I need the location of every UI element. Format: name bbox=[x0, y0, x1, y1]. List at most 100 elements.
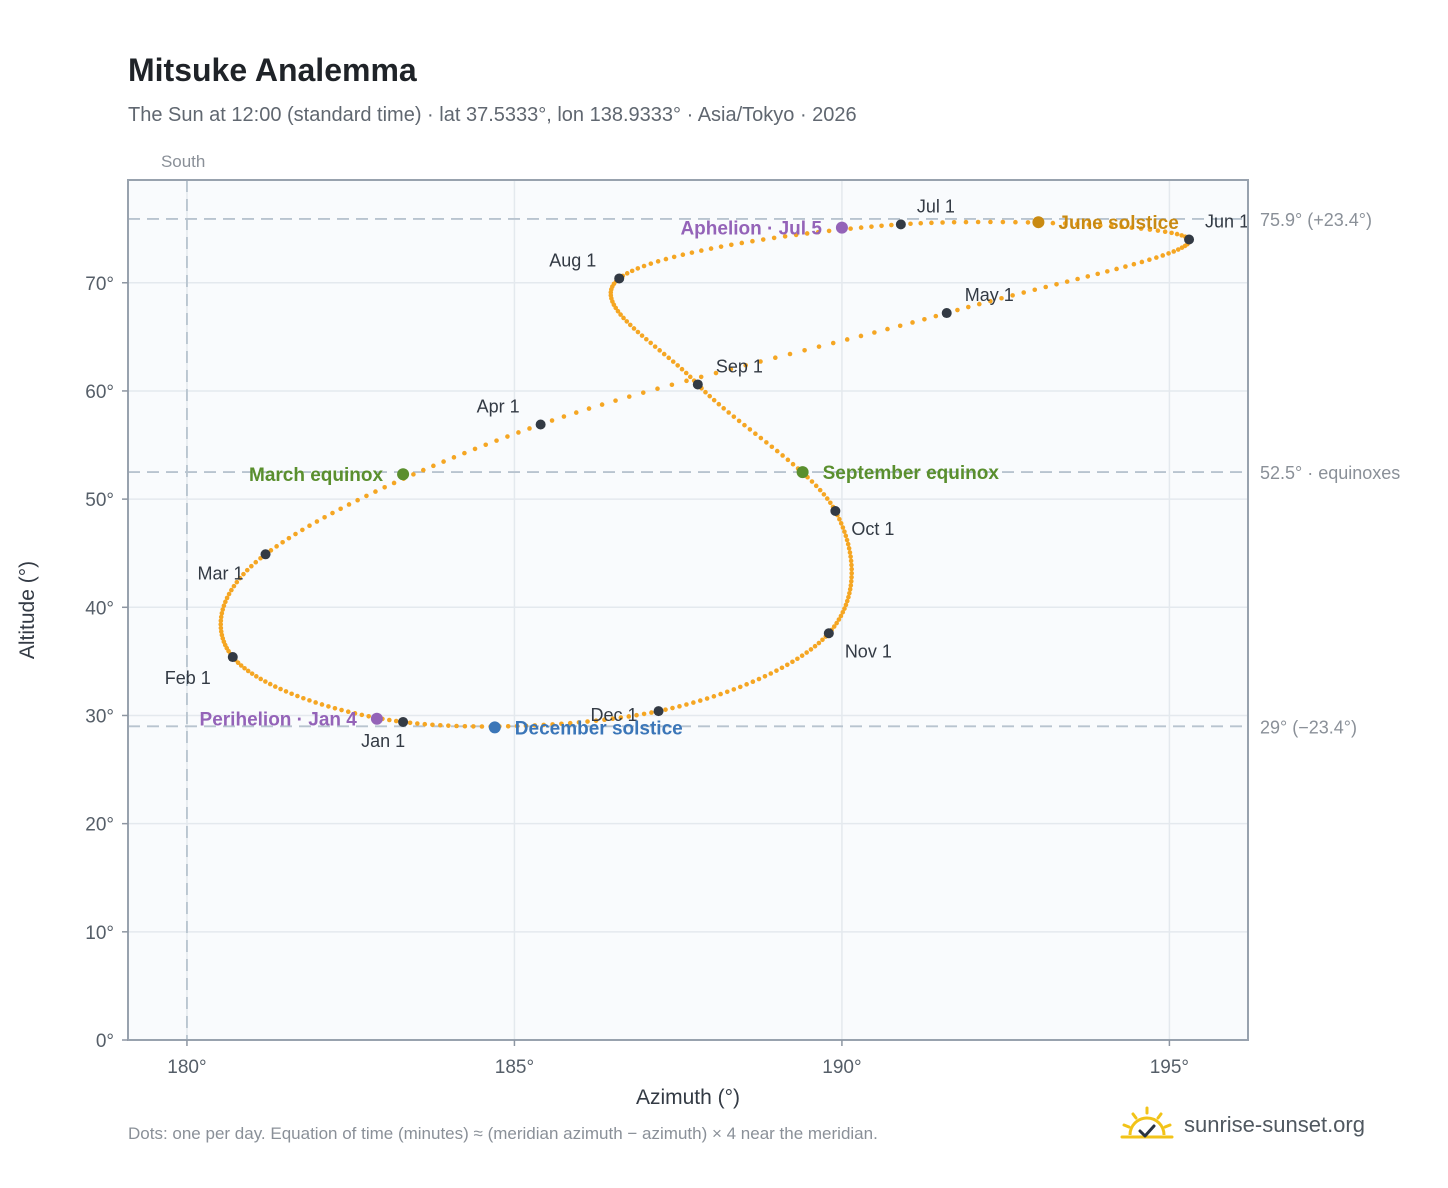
day-dot bbox=[613, 398, 618, 403]
day-dot bbox=[274, 544, 279, 549]
day-dot bbox=[683, 370, 689, 376]
day-dot bbox=[602, 717, 607, 723]
event-label: September equinox bbox=[823, 463, 1000, 484]
day-dot bbox=[339, 707, 344, 713]
day-dot bbox=[809, 479, 815, 484]
day-dot bbox=[454, 723, 459, 729]
day-dot bbox=[415, 721, 420, 726]
day-dot bbox=[729, 242, 734, 248]
day-dot bbox=[249, 563, 254, 569]
day-dot bbox=[843, 602, 849, 608]
day-dot bbox=[307, 698, 312, 703]
day-dot bbox=[483, 442, 489, 448]
day-dot bbox=[411, 472, 416, 477]
day-dot bbox=[1169, 230, 1174, 236]
day-dot bbox=[721, 406, 726, 411]
day-dot bbox=[718, 691, 723, 697]
day-dot bbox=[218, 618, 224, 624]
day-dot bbox=[471, 724, 476, 729]
month-label: Jun 1 bbox=[1205, 211, 1249, 231]
brand-name[interactable]: sunrise-sunset.org bbox=[1184, 1112, 1365, 1137]
day-dot bbox=[391, 480, 397, 486]
event-marker bbox=[488, 721, 501, 734]
day-dot bbox=[779, 665, 785, 671]
day-dot bbox=[808, 647, 814, 652]
day-dot bbox=[1166, 251, 1171, 256]
day-dot bbox=[1171, 249, 1177, 254]
y-tick-label: 50° bbox=[85, 490, 114, 511]
day-dot bbox=[278, 686, 283, 692]
day-dot bbox=[1105, 269, 1110, 274]
reference-line-label: 29° (−23.4°) bbox=[1260, 717, 1357, 737]
day-dot bbox=[663, 707, 668, 712]
day-dot bbox=[346, 502, 352, 507]
day-dot bbox=[724, 689, 730, 695]
day-dot bbox=[301, 695, 306, 701]
day-dot bbox=[549, 418, 555, 423]
day-dot bbox=[231, 583, 237, 589]
day-dot bbox=[771, 235, 777, 241]
day-dot bbox=[640, 390, 646, 395]
day-dot bbox=[326, 704, 331, 709]
day-dot bbox=[718, 244, 724, 249]
day-dot bbox=[758, 435, 764, 441]
day-dot bbox=[908, 221, 913, 227]
day-dot bbox=[799, 653, 805, 658]
day-dot bbox=[219, 632, 225, 638]
day-dot bbox=[221, 603, 227, 608]
day-dot bbox=[635, 329, 641, 335]
event-label: Aphelion · Jul 5 bbox=[680, 219, 822, 240]
day-dot bbox=[218, 614, 224, 620]
day-dot bbox=[988, 298, 993, 304]
day-dot bbox=[975, 219, 981, 225]
day-dot bbox=[224, 595, 230, 601]
brand[interactable]: sunrise-sunset.org bbox=[1120, 1100, 1365, 1150]
day-dot bbox=[756, 676, 762, 682]
day-dot bbox=[742, 422, 747, 428]
day-dot bbox=[446, 723, 451, 728]
event-marker bbox=[835, 221, 848, 234]
day-dot bbox=[760, 237, 766, 242]
day-dot bbox=[743, 363, 748, 368]
day-dot bbox=[219, 611, 225, 616]
day-dot bbox=[790, 461, 796, 467]
day-dot bbox=[716, 401, 722, 407]
day-dot bbox=[641, 711, 647, 717]
month-marker bbox=[227, 652, 238, 663]
day-dot bbox=[1043, 284, 1049, 290]
day-dot bbox=[680, 252, 686, 258]
sun-check-icon bbox=[1120, 1106, 1174, 1139]
day-dot bbox=[951, 219, 957, 225]
day-dot bbox=[840, 525, 846, 530]
month-label: Apr 1 bbox=[477, 396, 520, 416]
day-dot bbox=[472, 446, 478, 452]
day-dot bbox=[330, 510, 335, 516]
day-dot bbox=[634, 712, 639, 718]
month-label: Feb 1 bbox=[165, 668, 211, 688]
day-dot bbox=[263, 679, 268, 684]
day-dot bbox=[1138, 226, 1144, 231]
day-dot bbox=[593, 718, 599, 723]
day-dot bbox=[626, 714, 632, 719]
day-dot bbox=[1075, 276, 1080, 282]
day-dot bbox=[844, 337, 850, 342]
day-dot bbox=[774, 668, 779, 673]
day-dot bbox=[830, 340, 836, 346]
day-dot bbox=[726, 410, 731, 415]
plot-area bbox=[128, 180, 1248, 1040]
day-dot bbox=[438, 722, 443, 728]
day-dot bbox=[355, 497, 360, 503]
day-dot bbox=[731, 687, 737, 692]
day-dot bbox=[744, 682, 749, 687]
day-dot bbox=[516, 430, 521, 435]
day-dot bbox=[234, 579, 240, 585]
day-dot bbox=[254, 674, 259, 679]
day-dot bbox=[1162, 229, 1168, 235]
day-dot bbox=[670, 705, 675, 711]
day-dot bbox=[523, 723, 529, 729]
day-dot bbox=[352, 711, 358, 716]
day-dot bbox=[1032, 287, 1038, 293]
month-label: Nov 1 bbox=[845, 641, 892, 661]
y-tick-label: 0° bbox=[96, 1031, 114, 1052]
